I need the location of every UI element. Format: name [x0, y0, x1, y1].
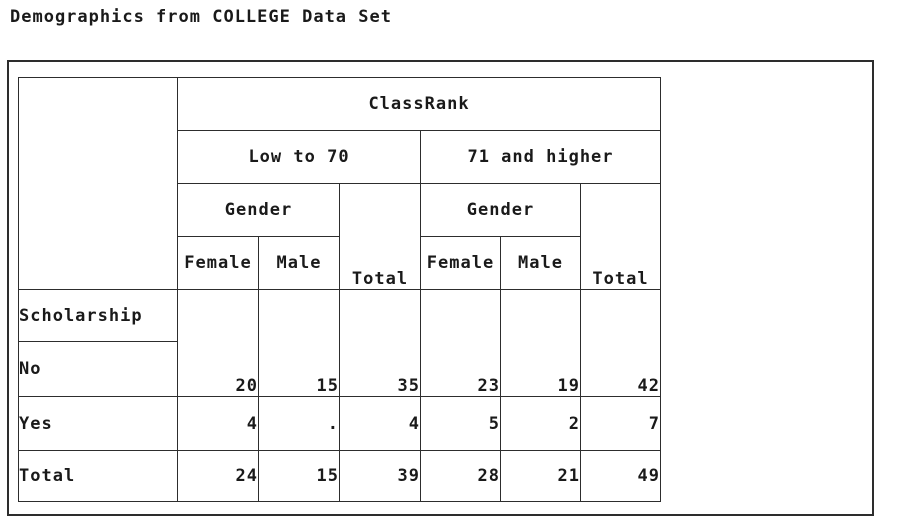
- header-gender-high: Gender: [420, 183, 581, 237]
- row-label-yes: Yes: [18, 396, 178, 451]
- header-male-high: Male: [500, 236, 581, 290]
- data-cell-no-total-high: 42: [580, 289, 661, 397]
- data-cell-no-total-low: 35: [339, 289, 421, 397]
- stub-corner-cell: [18, 77, 178, 290]
- output-frame: ClassRank Low to 70 71 and higher Gender…: [7, 60, 874, 516]
- header-colgroup-high: 71 and higher: [420, 130, 661, 184]
- data-cell-total-female-low: 24: [177, 450, 259, 502]
- data-cell-no-male-low: 15: [258, 289, 340, 397]
- row-dim-label: Scholarship: [18, 289, 178, 342]
- data-cell-no-male-high: 19: [500, 289, 581, 397]
- header-total-high: Total: [580, 183, 661, 290]
- data-cell-yes-female-high: 5: [420, 396, 501, 451]
- header-gender-low: Gender: [177, 183, 340, 237]
- data-cell-total-male-high: 21: [500, 450, 581, 502]
- row-label-total: Total: [18, 450, 178, 502]
- data-cell-yes-total-high: 7: [580, 396, 661, 451]
- data-cell-total-female-high: 28: [420, 450, 501, 502]
- data-cell-no-female-high: 23: [420, 289, 501, 397]
- header-male-low: Male: [258, 236, 340, 290]
- header-classrank: ClassRank: [177, 77, 661, 131]
- row-label-no: No: [18, 341, 178, 397]
- data-cell-yes-male-low: .: [258, 396, 340, 451]
- data-cell-yes-female-low: 4: [177, 396, 259, 451]
- crosstab-table: ClassRank Low to 70 71 and higher Gender…: [18, 77, 661, 502]
- data-cell-total-total-low: 39: [339, 450, 421, 502]
- data-cell-no-female-low: 20: [177, 289, 259, 397]
- data-cell-yes-total-low: 4: [339, 396, 421, 451]
- header-female-low: Female: [177, 236, 259, 290]
- header-female-high: Female: [420, 236, 501, 290]
- data-cell-total-male-low: 15: [258, 450, 340, 502]
- header-total-low: Total: [339, 183, 421, 290]
- output-title: Demographics from COLLEGE Data Set: [10, 7, 392, 27]
- header-colgroup-low: Low to 70: [177, 130, 421, 184]
- data-cell-yes-male-high: 2: [500, 396, 581, 451]
- data-cell-total-total-high: 49: [580, 450, 661, 502]
